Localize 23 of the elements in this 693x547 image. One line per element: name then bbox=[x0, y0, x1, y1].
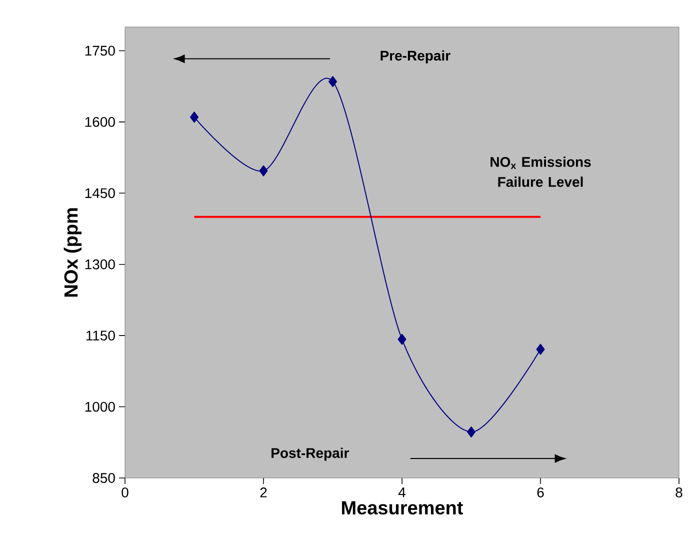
x-tick-label: 8 bbox=[676, 488, 682, 498]
x-axis-title: Measurement bbox=[342, 501, 463, 515]
y-tick-label: 1000 bbox=[85, 402, 115, 412]
x-tick-label: 0 bbox=[122, 488, 128, 498]
y-tick-label: 1600 bbox=[85, 116, 115, 127]
y-tick-label: 1300 bbox=[85, 259, 115, 270]
point bbox=[398, 334, 406, 345]
x-tick-label: 6 bbox=[537, 488, 544, 498]
ref-line-label: NO$_{x}$ Emissions Failure Level bbox=[490, 156, 591, 187]
point bbox=[328, 76, 338, 88]
point bbox=[259, 165, 268, 176]
y-tick-label: 1450 bbox=[85, 188, 115, 198]
y-tick-label: 1750 bbox=[85, 46, 115, 56]
y-tick-label: 1150 bbox=[86, 330, 115, 341]
point bbox=[467, 426, 476, 438]
x-tick-label: 4 bbox=[398, 488, 406, 498]
y-axis-title: NOx (ppm bbox=[64, 208, 82, 297]
annotation: Pre-Repair bbox=[380, 50, 450, 64]
x-tick-label: 2 bbox=[260, 488, 267, 498]
point bbox=[190, 112, 199, 123]
annotation: Post-Repair bbox=[272, 448, 349, 461]
point bbox=[536, 344, 545, 355]
y-tick-label: 850 bbox=[92, 473, 115, 483]
